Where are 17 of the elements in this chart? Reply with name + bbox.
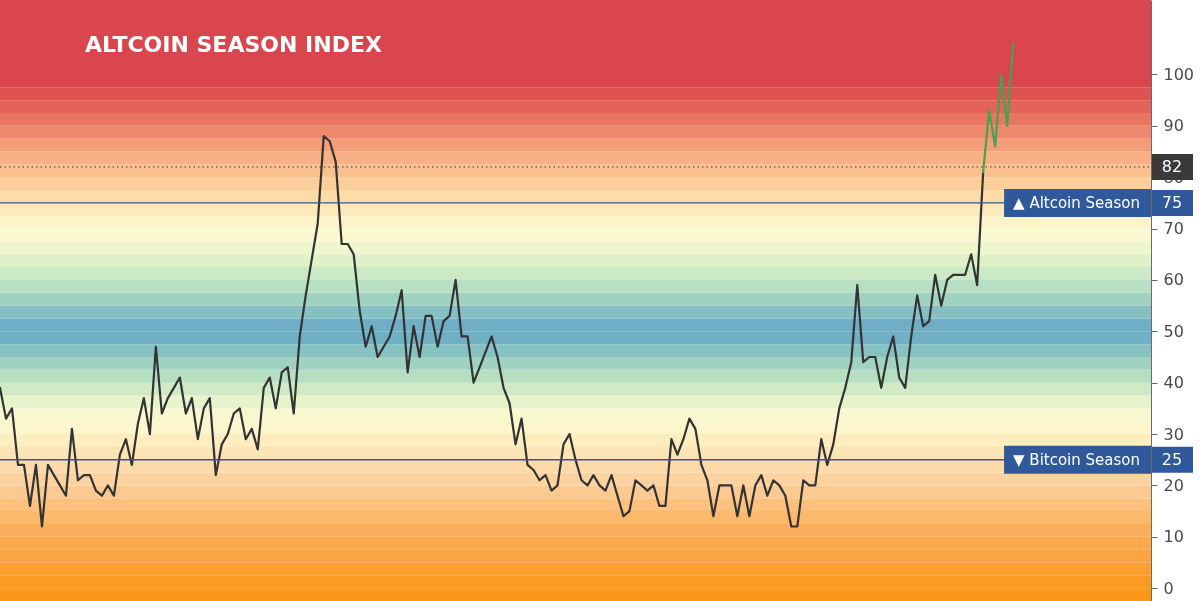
y-tick-label: 82 [1161, 156, 1183, 176]
ref-line-label: ▼ Bitcoin Season [1013, 450, 1140, 469]
y-tick-label: 60 [1163, 270, 1184, 290]
y-tick-label: 90 [1163, 116, 1184, 136]
y-tick-label: 10 [1163, 527, 1184, 547]
y-tick-label: 50 [1163, 321, 1184, 341]
ref-line-label: ▲ Altcoin Season [1013, 193, 1140, 212]
y-tick-label: 25 [1161, 449, 1183, 469]
y-tick-label: 0 [1163, 578, 1174, 598]
y-tick-label: 100 [1163, 64, 1195, 84]
text: ALTCOIN SEASON INDEX [85, 32, 382, 57]
line-series [982, 42, 1015, 174]
y-tick-label: 20 [1163, 475, 1184, 495]
y-tick-label: 30 [1163, 424, 1184, 444]
y-tick-label: 70 [1163, 219, 1184, 239]
y-tick-label: 40 [1163, 373, 1184, 393]
y-tick-label: 75 [1161, 192, 1183, 212]
